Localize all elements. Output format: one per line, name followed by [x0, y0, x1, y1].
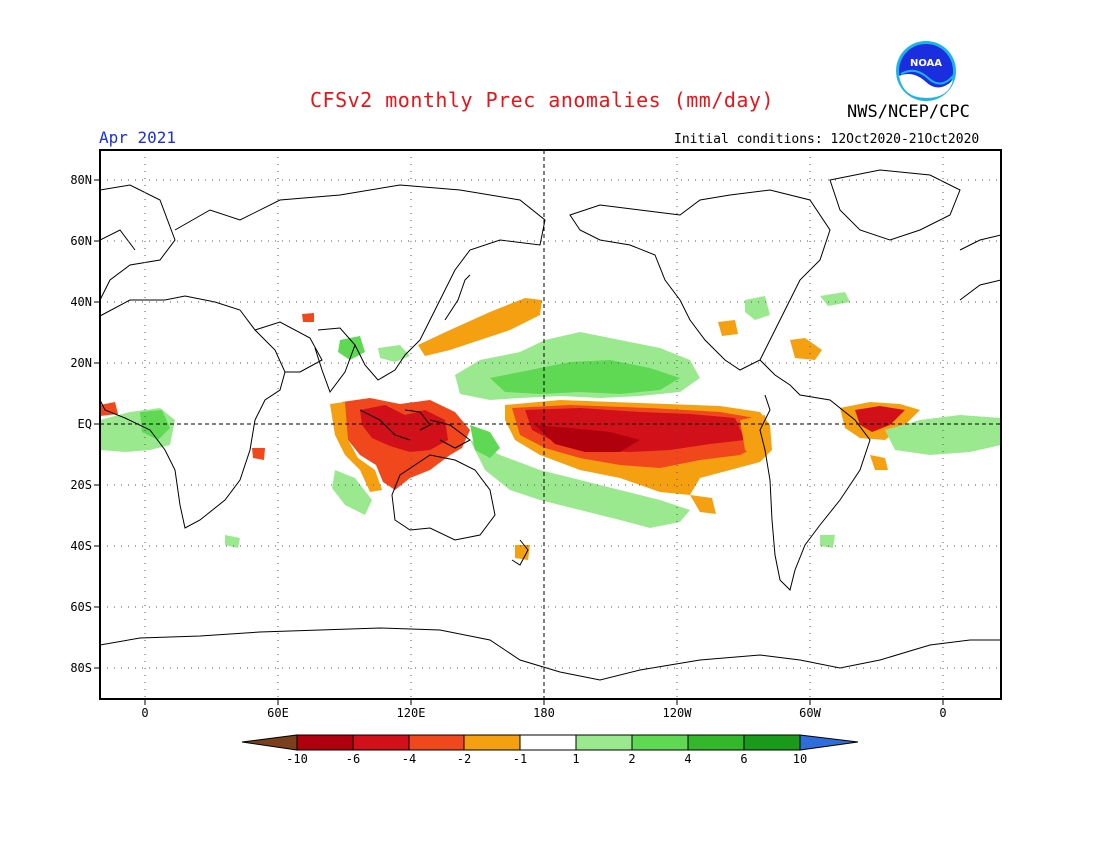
colorbar-segment-1	[296, 734, 354, 751]
coastline-north-america	[569, 189, 831, 371]
noaa-logo: NOAA	[896, 41, 956, 101]
coastline-antarctica	[100, 627, 1001, 681]
initial-conditions: Initial conditions: 12Oct2020-21Oct2020	[674, 132, 980, 147]
lat-label: 40N	[70, 295, 92, 309]
anomaly-indian-ocean-green	[332, 470, 372, 515]
anomaly-north-atlantic-green	[820, 292, 850, 306]
colorbar-segment-5	[519, 734, 577, 751]
colorbar-segment-2	[352, 734, 410, 751]
anomaly-south-atlantic-green	[225, 535, 240, 548]
anomaly-pacific-coast-orange	[718, 320, 738, 336]
anomaly-southeast-asia-green	[378, 345, 410, 362]
colorbar-label: 1	[572, 752, 580, 766]
noaa-logo-text: NOAA	[910, 58, 942, 69]
colorbar-label: 2	[628, 752, 636, 766]
lat-label: 60N	[70, 234, 92, 248]
coastline-india	[314, 327, 356, 394]
coastline-africa	[100, 295, 286, 529]
coastline-eurasia	[100, 184, 546, 381]
anomaly-pacific-dark-red	[535, 425, 640, 452]
agency-label: NWS/NCEP/CPC	[847, 102, 970, 122]
colorbar-label: -4	[401, 752, 417, 766]
colorbar-segment-7	[631, 734, 689, 751]
anomaly-north-america-green	[745, 296, 770, 320]
lon-label: 0	[939, 706, 947, 720]
anomaly-atlantic-red	[855, 406, 905, 432]
lat-label: EQ	[77, 417, 92, 431]
colorbar-label: -6	[345, 752, 361, 766]
coastline-europe	[100, 229, 1001, 301]
anomaly-caribbean-orange	[790, 338, 822, 360]
forecast-month: Apr 2021	[99, 128, 177, 147]
anomaly-north-pacific-green	[490, 360, 680, 394]
lat-label: 80S	[70, 661, 92, 675]
lat-label: 60S	[70, 600, 92, 614]
anomaly-west-africa-orange	[100, 402, 118, 416]
lon-label: 180	[533, 706, 555, 720]
lat-lon-grid	[100, 150, 1001, 699]
colorbar-label: -2	[456, 752, 472, 766]
coastline-new-zealand	[511, 539, 529, 566]
anomaly-brazil-orange	[870, 455, 888, 470]
lat-label: 40S	[70, 539, 92, 553]
anomaly-africa-green-core	[140, 410, 170, 440]
coastline-indonesia	[359, 409, 471, 449]
coastline-arabia	[254, 321, 323, 373]
lat-label: 20S	[70, 478, 92, 492]
colorbar-label: -1	[512, 752, 528, 766]
coastline-greenland	[829, 169, 961, 241]
colorbar	[241, 734, 859, 751]
colorbar-segment-0	[241, 734, 298, 751]
anomaly-south-america-green	[820, 535, 835, 548]
lat-label: 20N	[70, 356, 92, 370]
axis-ticks	[94, 179, 944, 705]
anomaly-maritime-core	[360, 405, 448, 452]
anomaly-arabian-orange	[302, 313, 314, 322]
anomaly-madagascar-orange	[252, 448, 265, 460]
colorbar-segment-6	[575, 734, 633, 751]
lat-label: 80N	[70, 173, 92, 187]
colorbar-segment-8	[687, 734, 745, 751]
colorbar-label: 6	[740, 752, 748, 766]
colorbar-label: 4	[684, 752, 692, 766]
lon-label: 0	[141, 706, 149, 720]
colorbar-segment-9	[743, 734, 801, 751]
coastline-south-america	[759, 359, 871, 591]
anomaly-north-pacific-orange	[418, 298, 542, 356]
colorbar-label: 10	[792, 752, 808, 766]
colorbar-segment-10	[799, 734, 859, 751]
anomaly-south-pacific-green-light	[470, 440, 690, 528]
anomaly-south-america-orange	[740, 415, 770, 460]
colorbar-segment-3	[408, 734, 465, 751]
anomaly-equatorial-atlantic-green	[885, 415, 1001, 455]
lon-label: 120E	[396, 706, 426, 720]
colorbar-label: -10	[286, 752, 308, 766]
colorbar-segment-4	[463, 734, 521, 751]
chart-title: CFSv2 monthly Prec anomalies (mm/day)	[310, 88, 775, 112]
anomaly-maritime-orange	[330, 402, 382, 492]
lon-label: 120W	[662, 706, 692, 720]
coastline-japan	[444, 274, 471, 321]
lon-label: 60E	[267, 706, 289, 720]
anomaly-south-pacific-green	[470, 425, 500, 458]
anomaly-southwest-pacific-orange	[690, 495, 716, 514]
anomaly-fields	[100, 292, 1001, 560]
coastlines	[100, 169, 1001, 681]
anomaly-tasman-orange	[515, 545, 530, 560]
anomaly-india-green	[338, 336, 365, 360]
lon-label: 60W	[799, 706, 821, 720]
coastline-australia	[391, 454, 496, 541]
